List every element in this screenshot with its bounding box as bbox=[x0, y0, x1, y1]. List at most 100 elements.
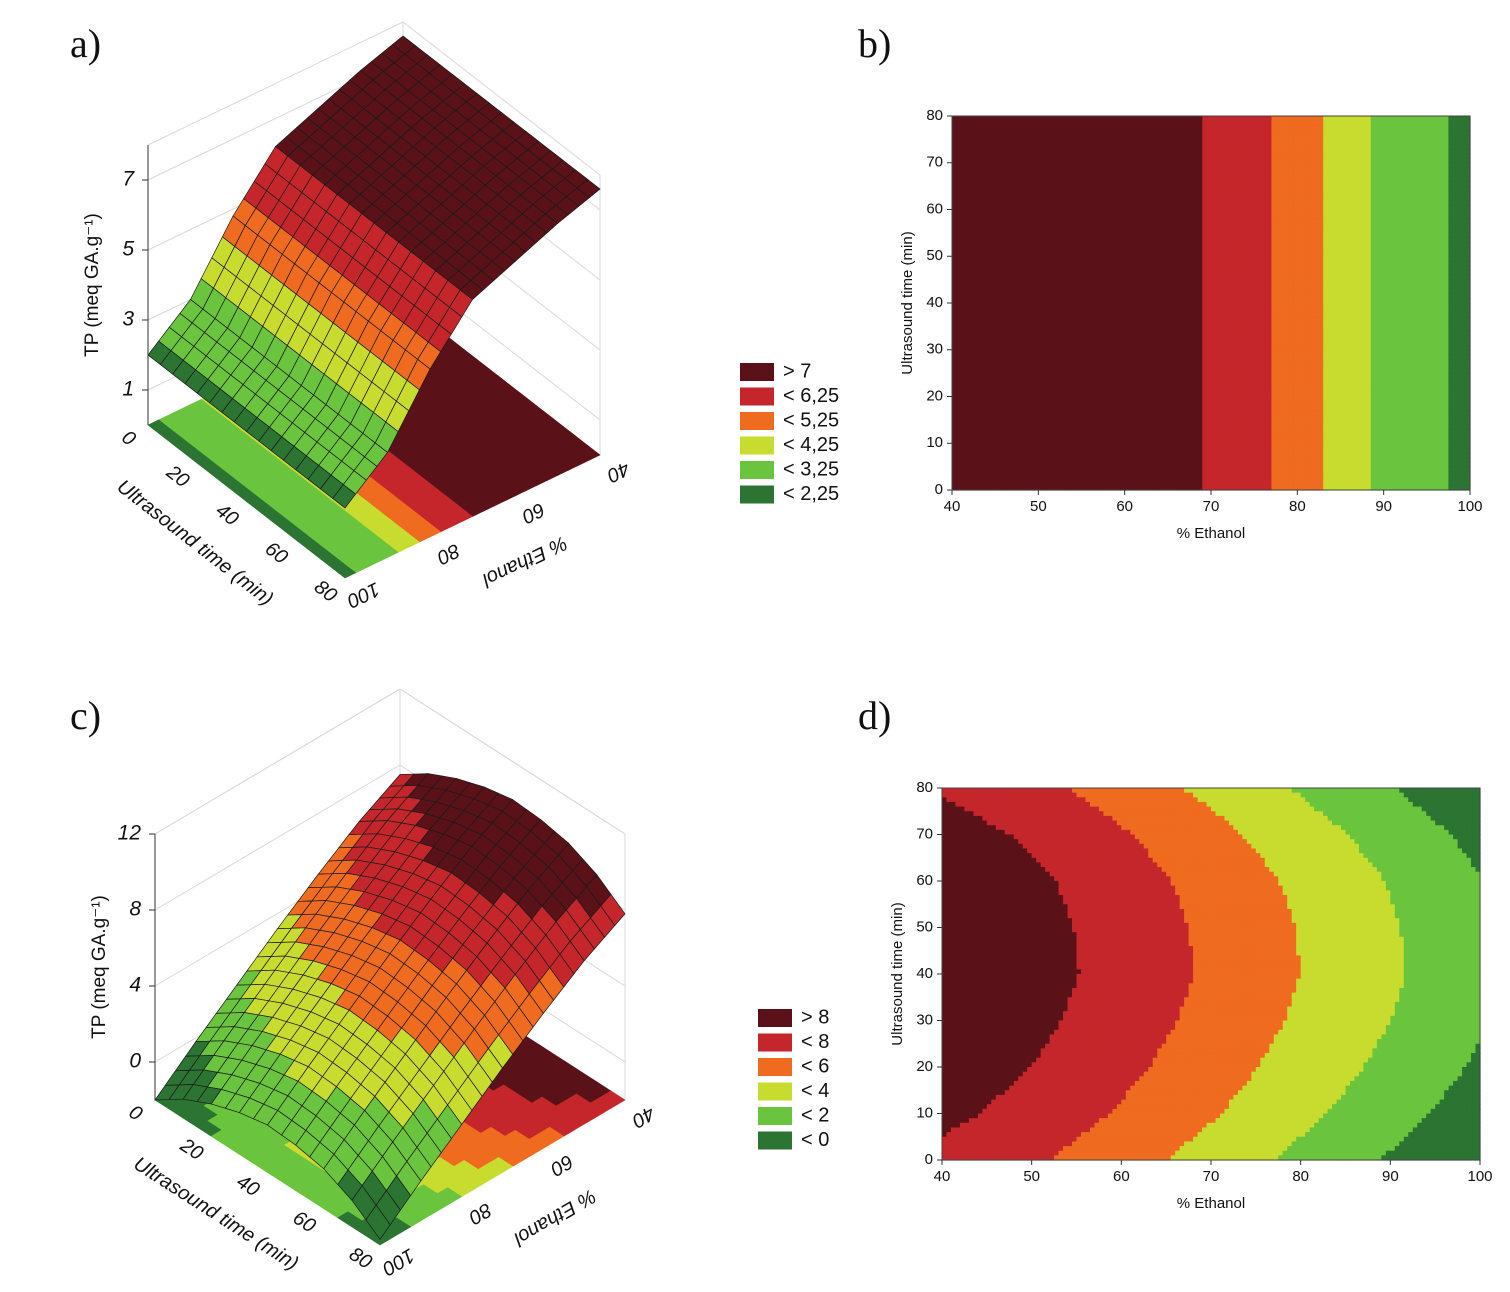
contour-cell bbox=[1008, 457, 1014, 463]
contour-cell bbox=[1038, 424, 1044, 430]
contour-cell bbox=[1128, 377, 1134, 384]
contour-cell bbox=[1116, 471, 1121, 477]
contour-cell bbox=[1111, 377, 1117, 384]
contour-cell bbox=[1146, 349, 1152, 356]
contour-cell bbox=[960, 354, 966, 360]
contour-cell bbox=[1090, 242, 1096, 248]
contour-cell bbox=[1046, 200, 1052, 206]
contour-cell bbox=[1042, 471, 1048, 477]
contour-cell bbox=[1077, 125, 1083, 131]
contour-cell bbox=[1003, 331, 1009, 337]
contour-cell bbox=[960, 471, 966, 477]
contour-cell bbox=[1146, 433, 1152, 440]
contour-cell bbox=[1059, 125, 1065, 131]
contour-cell bbox=[1103, 312, 1108, 318]
contour-cell bbox=[1068, 120, 1074, 126]
contour-cell bbox=[999, 116, 1005, 122]
contour-cell bbox=[982, 452, 988, 458]
contour-cell bbox=[1163, 415, 1169, 421]
contour-cell bbox=[977, 312, 983, 318]
contour-cell bbox=[1085, 284, 1091, 290]
contour-cell bbox=[1051, 218, 1057, 225]
contour-cell bbox=[1116, 321, 1121, 327]
contour-cell bbox=[990, 447, 996, 454]
contour-cell bbox=[1163, 242, 1169, 248]
contour-cell bbox=[1003, 433, 1009, 440]
contour-cell bbox=[977, 363, 983, 370]
contour-cell bbox=[1154, 120, 1160, 126]
contour-cell bbox=[960, 387, 966, 393]
contour-cell bbox=[999, 242, 1005, 248]
contour-cell bbox=[952, 293, 957, 299]
contour-cell bbox=[952, 387, 957, 393]
contour-cell bbox=[995, 410, 1001, 416]
contour-cell bbox=[990, 209, 996, 215]
contour-cell bbox=[977, 419, 983, 426]
contour-cell bbox=[1159, 237, 1165, 243]
contour-cell bbox=[1034, 415, 1039, 421]
contour-cell bbox=[1103, 176, 1108, 183]
contour-cell bbox=[1068, 134, 1074, 140]
contour-cell bbox=[1055, 120, 1061, 126]
contour-cell bbox=[1077, 223, 1083, 229]
contour-cell bbox=[1167, 303, 1173, 309]
contour-cell bbox=[1034, 284, 1039, 290]
contour-cell bbox=[990, 457, 996, 463]
contour-cell bbox=[1111, 246, 1117, 253]
contour-cell bbox=[1051, 447, 1057, 454]
contour-cell bbox=[952, 391, 957, 398]
contour-cell bbox=[1146, 284, 1152, 290]
contour-cell bbox=[1159, 214, 1165, 220]
contour-cell bbox=[1128, 125, 1134, 131]
contour-cell bbox=[1046, 242, 1052, 248]
contour-cell bbox=[1059, 298, 1065, 304]
contour-cell bbox=[1172, 214, 1178, 220]
contour-cell bbox=[1159, 480, 1165, 486]
contour-cell bbox=[1163, 363, 1169, 370]
contour-cell bbox=[1029, 461, 1035, 468]
contour-cell bbox=[1154, 391, 1160, 398]
contour-cell bbox=[1128, 218, 1134, 225]
contour-cell bbox=[1103, 190, 1108, 197]
contour-cell bbox=[1012, 410, 1018, 416]
contour-cell bbox=[1163, 116, 1169, 122]
contour-cell bbox=[964, 232, 970, 239]
contour-cell bbox=[1085, 387, 1091, 393]
contour-cell bbox=[1090, 340, 1096, 346]
contour-cell bbox=[1008, 148, 1014, 154]
contour-cell bbox=[986, 204, 992, 211]
contour-cell bbox=[1081, 190, 1087, 197]
contour-cell bbox=[1055, 232, 1061, 239]
contour-cell bbox=[1016, 303, 1022, 309]
contour-cell bbox=[1034, 433, 1039, 440]
contour-cell bbox=[960, 429, 966, 435]
contour-cell bbox=[1008, 321, 1014, 327]
contour-cell bbox=[1025, 354, 1031, 360]
contour-cell bbox=[1107, 176, 1113, 183]
contour-cell bbox=[1068, 452, 1074, 458]
contour-cell bbox=[990, 340, 996, 346]
contour-cell bbox=[1103, 144, 1108, 150]
contour-cell bbox=[1107, 363, 1113, 370]
contour-cell bbox=[1146, 167, 1152, 173]
contour-cell bbox=[1133, 139, 1139, 145]
contour-cell bbox=[1146, 120, 1152, 126]
contour-cell bbox=[1034, 116, 1039, 122]
contour-cell bbox=[1029, 195, 1035, 201]
contour-cell bbox=[1128, 270, 1134, 276]
contour-cell bbox=[1163, 279, 1169, 285]
contour-cell bbox=[995, 438, 1001, 444]
contour-cell bbox=[1098, 377, 1104, 384]
contour-cell bbox=[999, 363, 1005, 370]
contour-cell bbox=[1016, 396, 1022, 402]
contour-cell bbox=[1103, 391, 1108, 398]
contour-cell bbox=[1137, 475, 1143, 482]
contour-cell bbox=[1021, 144, 1026, 150]
contour-cell bbox=[1055, 200, 1061, 206]
contour-cell bbox=[1124, 274, 1130, 281]
contour-cell bbox=[1021, 181, 1026, 187]
contour-cell bbox=[1090, 153, 1096, 159]
contour-cell bbox=[995, 382, 1001, 388]
contour-cell bbox=[1103, 209, 1108, 215]
contour-cell bbox=[982, 223, 988, 229]
